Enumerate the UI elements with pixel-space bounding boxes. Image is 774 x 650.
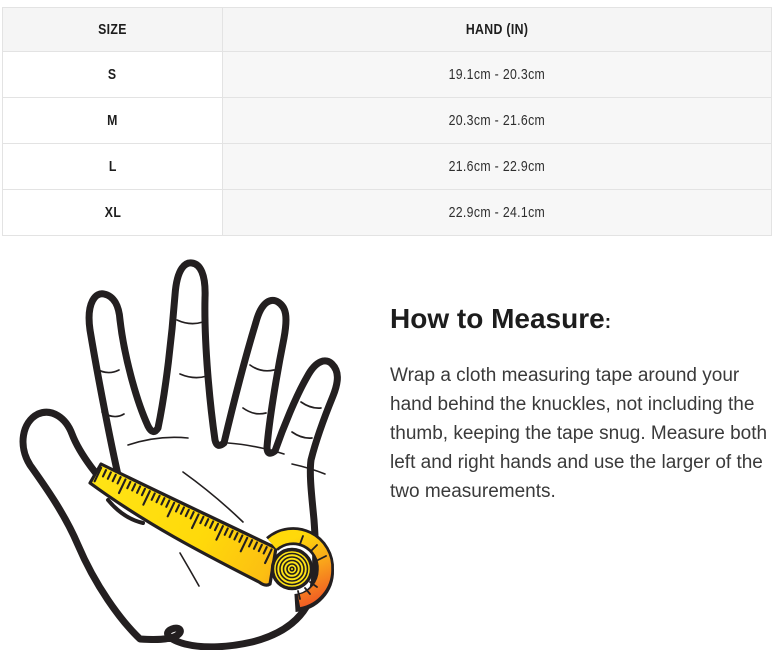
table-row: S 19.1cm - 20.3cm	[2, 51, 772, 98]
size-cell: XL	[2, 189, 223, 236]
column-header-size-label: SIZE	[98, 20, 127, 38]
hand-range-value: 21.6cm - 22.9cm	[448, 157, 546, 175]
hand-range-cell: 21.6cm - 22.9cm	[222, 143, 772, 190]
hand-measuring-tape-illustration	[19, 259, 341, 650]
size-cell: L	[2, 143, 223, 190]
column-header-size: SIZE	[2, 7, 223, 52]
hand-range-value: 20.3cm - 21.6cm	[448, 111, 546, 129]
palm-creases	[127, 436, 326, 587]
size-value: L	[108, 157, 117, 175]
column-header-hand: HAND (IN)	[222, 7, 772, 52]
tape-coil	[270, 547, 314, 591]
how-to-measure-heading-text: How to Measure	[390, 303, 605, 334]
column-header-hand-label: HAND (IN)	[465, 20, 529, 38]
size-value: S	[108, 65, 117, 83]
how-to-measure-heading: How to Measure:	[390, 302, 774, 340]
measuring-tape-band	[88, 462, 278, 587]
hand-range-value: 22.9cm - 24.1cm	[448, 203, 546, 221]
thumb-web-crease	[106, 498, 145, 525]
tape-wrap-ticks	[297, 535, 327, 600]
hand-range-cell: 22.9cm - 24.1cm	[222, 189, 772, 236]
how-to-measure-heading-colon: :	[604, 312, 612, 333]
tape-tick-marks	[93, 466, 273, 565]
tape-coil-spiral	[275, 552, 309, 586]
size-chart-table: SIZE HAND (IN) S 19.1cm - 20.3cm M	[2, 7, 772, 236]
table-row: L 21.6cm - 22.9cm	[2, 143, 772, 190]
tape-wrap	[267, 529, 332, 608]
how-to-measure-instructions: Wrap a cloth measuring tape around your …	[390, 365, 768, 502]
hand-range-value: 19.1cm - 20.3cm	[448, 65, 546, 83]
how-to-measure-section: How to Measure: Wrap a cloth measuring t…	[390, 302, 774, 506]
hand-range-cell: 20.3cm - 21.6cm	[222, 97, 772, 144]
table-row: XL 22.9cm - 24.1cm	[2, 189, 772, 236]
hand-range-cell: 19.1cm - 20.3cm	[222, 51, 772, 98]
table-header-row: SIZE HAND (IN)	[2, 7, 772, 52]
finger-creases	[94, 319, 322, 439]
size-cell: M	[2, 97, 223, 144]
size-cell: S	[2, 51, 223, 98]
table-row: M 20.3cm - 21.6cm	[2, 97, 772, 144]
size-value: XL	[104, 203, 121, 221]
size-value: M	[107, 111, 118, 129]
